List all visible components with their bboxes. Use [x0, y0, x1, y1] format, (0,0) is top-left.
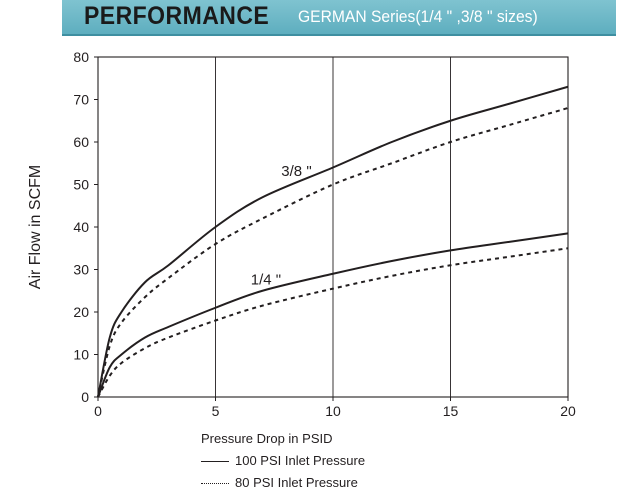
curve-annotation: 3/8 " [281, 163, 311, 180]
legend-solid-line-icon [201, 460, 229, 462]
x-tick-label: 10 [325, 403, 341, 419]
y-tick-label: 20 [73, 304, 89, 320]
y-tick-label: 80 [73, 49, 89, 65]
y-tick-label: 60 [73, 134, 89, 150]
y-tick-label: 40 [73, 219, 89, 235]
x-tick-label: 5 [212, 403, 220, 419]
series-line [97, 232, 569, 398]
y-tick-label: 70 [73, 92, 89, 108]
x-tick-label: 20 [560, 403, 576, 419]
series-line [97, 85, 569, 398]
title-banner: PERFORMANCE GERMAN Series(1/4 " ,3/8 " s… [62, 0, 616, 36]
curve-annotation: 1/4 " [251, 271, 281, 288]
legend-dotted-line-icon [201, 482, 229, 484]
x-axis-label: Pressure Drop in PSID [201, 431, 333, 446]
y-tick-label: 10 [73, 347, 89, 363]
legend: Pressure Drop in PSID 100 PSI Inlet Pres… [201, 428, 365, 494]
y-tick-label: 50 [73, 177, 89, 193]
legend-solid-label: 100 PSI Inlet Pressure [235, 453, 366, 468]
y-axis-label: Air Flow in SCFM [27, 165, 44, 289]
legend-dotted-label: 80 PSI Inlet Pressure [235, 475, 358, 490]
x-tick-label: 15 [443, 403, 459, 419]
y-tick-label: 30 [73, 262, 89, 278]
x-tick-label: 0 [94, 403, 102, 419]
banner-title: PERFORMANCE [84, 2, 270, 30]
legend-item-dotted: 80 PSI Inlet Pressure [201, 472, 365, 494]
series-line [97, 247, 569, 398]
y-tick-label: 0 [81, 389, 89, 405]
legend-item-solid: 100 PSI Inlet Pressure [201, 450, 365, 472]
banner-subtitle: GERMAN Series(1/4 " ,3/8 " sizes) [298, 7, 538, 26]
